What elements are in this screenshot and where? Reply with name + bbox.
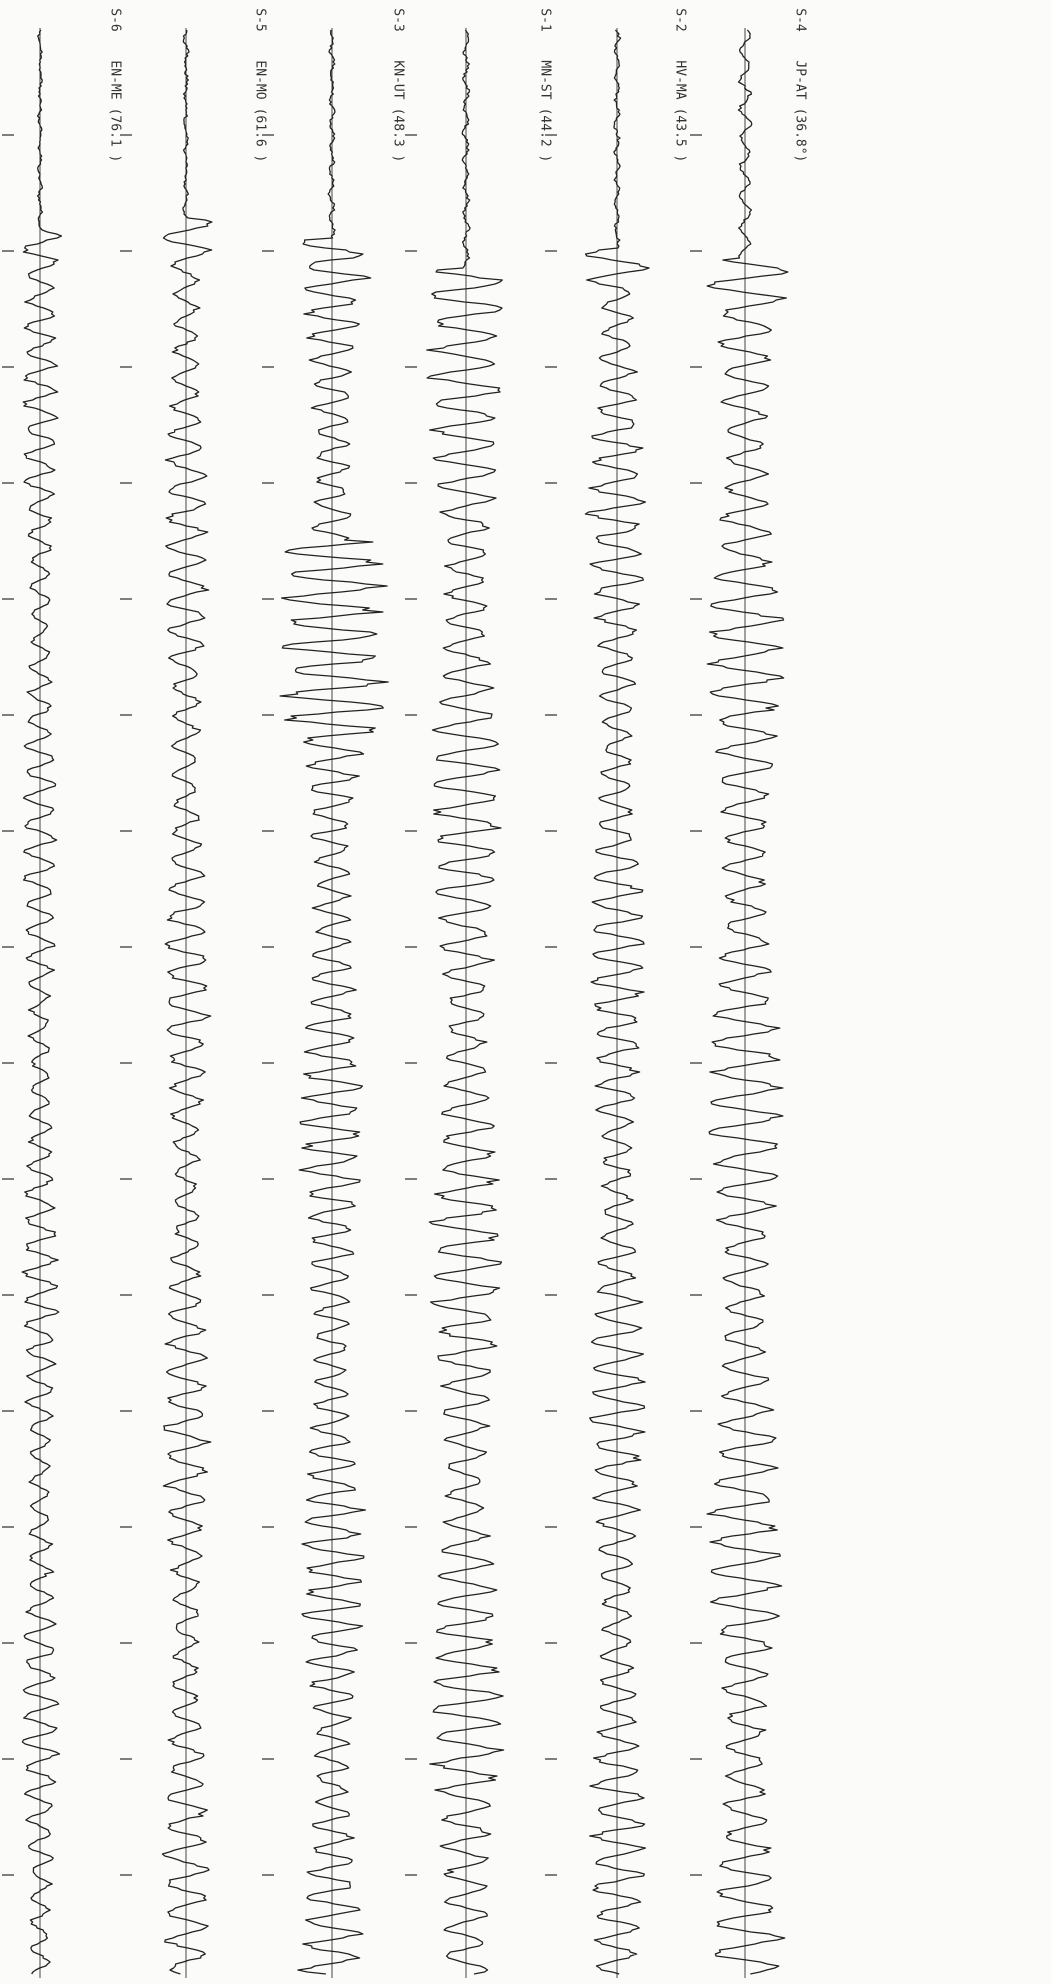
trace-station: S-5	[253, 8, 268, 31]
page: S-4 JP-AT (36.8°) S-2 HV-MA (43.5 ) S-1 MN-ST (4…	[0, 0, 1051, 1984]
trace-code: EN-ME	[108, 60, 123, 99]
seismogram-sheet: S-4 JP-AT (36.8°) S-2 HV-MA (43.5 ) S-1 MN-ST (4…	[0, 0, 1051, 1984]
trace-station: S-4	[793, 8, 808, 32]
trace-code: KN-UT	[391, 60, 406, 99]
trace-station: S-6	[108, 8, 123, 31]
paper	[0, 0, 1051, 1984]
trace-station: S-2	[673, 8, 688, 31]
trace-distance: (36.8°)	[793, 108, 808, 163]
trace-code: JP-AT	[793, 60, 808, 99]
trace-code: HV-MA	[673, 60, 688, 99]
trace-distance: (48.3 )	[391, 108, 406, 163]
trace-station: S-3	[391, 8, 406, 31]
trace-station: S-1	[538, 8, 553, 31]
trace-code: MN-ST	[538, 60, 553, 99]
trace-code: EN-MO	[253, 60, 268, 99]
trace-distance: (43.5 )	[673, 108, 688, 163]
